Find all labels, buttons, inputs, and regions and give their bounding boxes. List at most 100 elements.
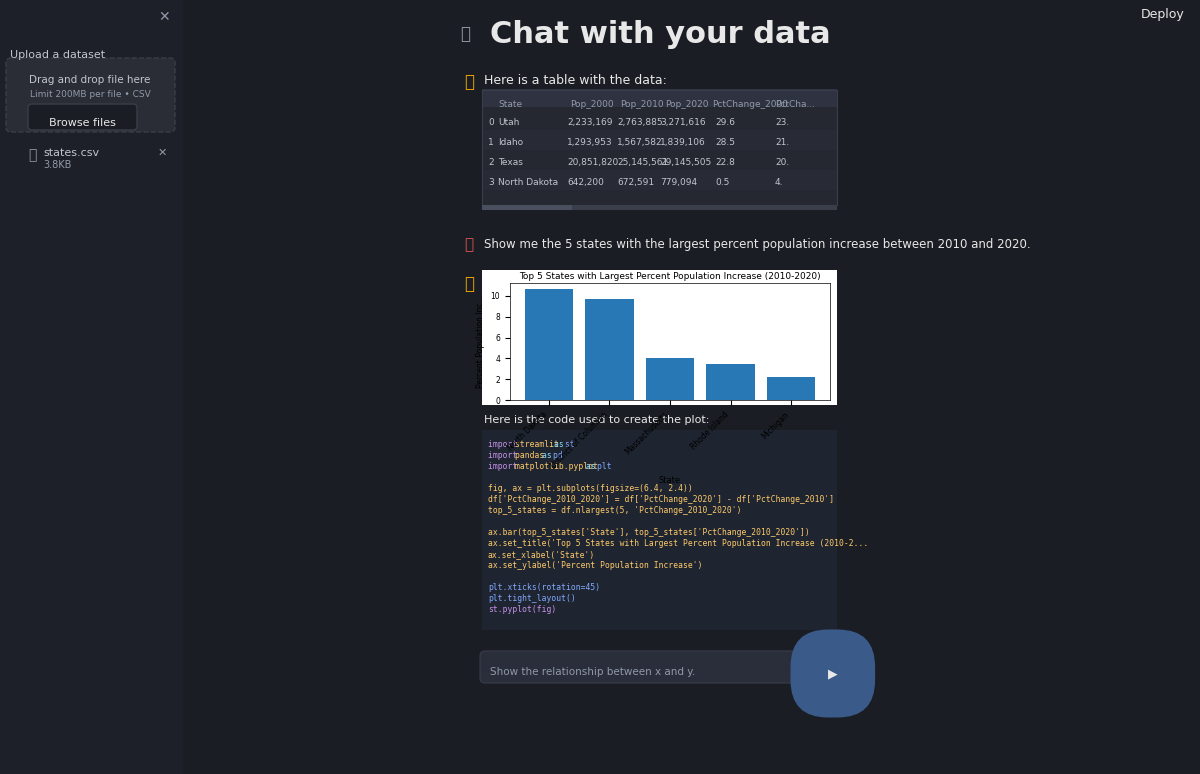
Bar (482, 270, 838, 405)
Text: Utah: Utah (498, 118, 520, 127)
Text: ✕: ✕ (157, 148, 167, 158)
Text: 23.: 23. (775, 118, 790, 127)
FancyBboxPatch shape (6, 58, 175, 132)
Text: 3,271,616: 3,271,616 (660, 118, 706, 127)
Y-axis label: Percent Population Inc...: Percent Population Inc... (476, 295, 485, 388)
Bar (0, 0, 182, 774)
FancyBboxPatch shape (28, 104, 137, 130)
Text: 28.5: 28.5 (715, 138, 734, 147)
Text: Limit 200MB per file • CSV: Limit 200MB per file • CSV (30, 90, 150, 99)
Text: Browse files: Browse files (48, 118, 115, 128)
Text: Drag and drop file here: Drag and drop file here (29, 75, 151, 85)
Text: st.pyplot(fig): st.pyplot(fig) (488, 605, 557, 614)
Text: PctCha...: PctCha... (775, 100, 815, 109)
Text: as: as (586, 462, 601, 471)
FancyBboxPatch shape (480, 651, 839, 683)
Text: plt.xticks(rotation=45): plt.xticks(rotation=45) (488, 583, 600, 592)
Text: 1,293,953: 1,293,953 (568, 138, 613, 147)
Text: Show me the 5 states with the largest percent population increase between 2010 a: Show me the 5 states with the largest pe… (484, 238, 1031, 251)
Text: 642,200: 642,200 (568, 178, 604, 187)
Text: 20,851,820: 20,851,820 (568, 158, 618, 167)
Text: 🔗: 🔗 (460, 25, 470, 43)
Text: PctChange_2000: PctChange_2000 (712, 100, 788, 109)
Text: ax.set_xlabel('State'): ax.set_xlabel('State') (488, 550, 595, 559)
Text: 0.5: 0.5 (715, 178, 730, 187)
Text: import: import (488, 440, 522, 449)
Text: ax.set_title('Top 5 States with Largest Percent Population Increase (2010-2...: ax.set_title('Top 5 States with Largest … (488, 539, 869, 548)
Text: as: as (542, 451, 557, 460)
Text: Idaho: Idaho (498, 138, 523, 147)
Text: 📄: 📄 (28, 148, 36, 162)
Text: 🤖: 🤖 (464, 73, 474, 91)
Text: states.csv: states.csv (43, 148, 100, 158)
Text: top_5_states = df.nlargest(5, 'PctChange_2010_2020'): top_5_states = df.nlargest(5, 'PctChange… (488, 506, 742, 515)
Text: 29.6: 29.6 (715, 118, 734, 127)
Bar (767, 377, 816, 400)
Text: 0: 0 (488, 118, 493, 127)
Text: Texas: Texas (498, 158, 523, 167)
Text: 🤖: 🤖 (464, 275, 474, 293)
Text: 672,591: 672,591 (617, 178, 654, 187)
Text: 20.: 20. (775, 158, 790, 167)
Text: pd: pd (553, 451, 568, 460)
Bar (707, 364, 755, 400)
Bar (586, 299, 634, 400)
Text: ax.bar(top_5_states['State'], top_5_states['PctChange_2010_2020']): ax.bar(top_5_states['State'], top_5_stat… (488, 528, 810, 537)
Bar (482, 110, 838, 130)
Bar (482, 205, 572, 210)
Text: Deploy: Deploy (1141, 8, 1186, 21)
Bar (482, 150, 838, 170)
Text: 2,763,885: 2,763,885 (617, 118, 662, 127)
Bar (524, 289, 574, 400)
Text: 21.: 21. (775, 138, 790, 147)
Text: ▶: ▶ (828, 667, 838, 680)
Text: Pop_2010: Pop_2010 (620, 100, 664, 109)
Bar (182, 0, 1200, 774)
Text: 1,839,106: 1,839,106 (660, 138, 706, 147)
Text: df['PctChange_2010_2020'] = df['PctChange_2020'] - df['PctChange_2010']: df['PctChange_2010_2020'] = df['PctChang… (488, 495, 834, 504)
Text: matplotlib.pyplot: matplotlib.pyplot (515, 462, 602, 471)
Title: Top 5 States with Largest Percent Population Increase (2010-2020): Top 5 States with Largest Percent Popula… (520, 272, 821, 281)
Bar (482, 130, 838, 150)
Text: North Dakota: North Dakota (498, 178, 558, 187)
Text: plt.tight_layout(): plt.tight_layout() (488, 594, 576, 603)
Text: Chat with your data: Chat with your data (490, 20, 830, 49)
Text: 29,145,505: 29,145,505 (660, 158, 712, 167)
Text: 1: 1 (488, 138, 493, 147)
Bar (646, 358, 695, 400)
Text: Upload a dataset: Upload a dataset (10, 50, 106, 60)
Bar (482, 90, 838, 205)
Text: as: as (554, 440, 569, 449)
Text: plt: plt (598, 462, 617, 471)
Text: st: st (565, 440, 580, 449)
Text: 1,567,582: 1,567,582 (617, 138, 662, 147)
Text: 779,094: 779,094 (660, 178, 697, 187)
Text: fig, ax = plt.subplots(figsize=(6.4, 2.4)): fig, ax = plt.subplots(figsize=(6.4, 2.4… (488, 484, 692, 493)
Text: 4.: 4. (775, 178, 784, 187)
Text: Here is the code used to create the plot:: Here is the code used to create the plot… (484, 415, 709, 425)
Text: pandas: pandas (515, 451, 550, 460)
Text: Pop_2020: Pop_2020 (665, 100, 708, 109)
Text: Here is a table with the data:: Here is a table with the data: (484, 74, 667, 87)
Text: 🔴: 🔴 (464, 237, 473, 252)
Text: State: State (498, 100, 522, 109)
Text: 3: 3 (488, 178, 493, 187)
Text: 3.8KB: 3.8KB (43, 160, 71, 170)
Text: ax.set_ylabel('Percent Population Increase'): ax.set_ylabel('Percent Population Increa… (488, 561, 702, 570)
Bar (572, 205, 838, 210)
Text: 2: 2 (488, 158, 493, 167)
Text: streamlit: streamlit (515, 440, 564, 449)
Text: 22.8: 22.8 (715, 158, 734, 167)
Text: import: import (488, 451, 522, 460)
Text: Pop_2000: Pop_2000 (570, 100, 613, 109)
Bar (482, 430, 838, 630)
Bar (482, 90, 838, 205)
Bar (482, 89, 838, 107)
Bar (482, 170, 838, 190)
X-axis label: State: State (659, 476, 682, 485)
Text: Show the relationship between x and y.: Show the relationship between x and y. (490, 667, 695, 677)
Text: ✕: ✕ (158, 10, 170, 24)
Text: 25,145,561: 25,145,561 (617, 158, 668, 167)
Text: 2,233,169: 2,233,169 (568, 118, 612, 127)
Text: import: import (488, 462, 522, 471)
